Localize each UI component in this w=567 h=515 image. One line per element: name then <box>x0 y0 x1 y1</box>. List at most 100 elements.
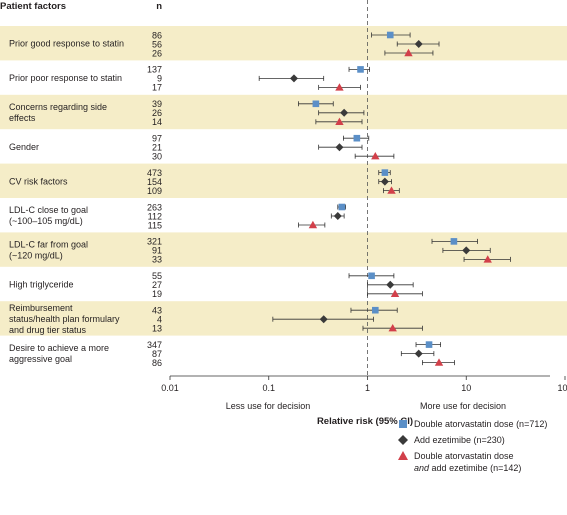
diamond-marker <box>319 315 328 324</box>
square-marker <box>357 66 364 73</box>
n-value: 26 <box>152 48 162 58</box>
factor-label: CV risk factors <box>9 176 68 186</box>
square-marker <box>425 341 433 348</box>
legend-label-combination-suffix: and add ezetimibe (n=142) <box>414 462 563 474</box>
legend-square <box>399 420 407 428</box>
factor-label: LDL-C close to goal <box>9 205 88 215</box>
n-value: 473 <box>147 168 162 178</box>
factor-label: Gender <box>9 142 39 152</box>
n-value: 56 <box>152 39 162 49</box>
legend-label-combination-italic: and <box>414 463 430 473</box>
n-value: 112 <box>148 211 162 221</box>
triangle-marker <box>371 152 380 160</box>
triangle-marker <box>434 358 444 366</box>
n-value: 263 <box>147 202 162 212</box>
square-marker <box>450 238 458 245</box>
n-value: 115 <box>148 220 162 230</box>
n-value: 17 <box>152 83 162 93</box>
legend-triangle <box>398 451 408 460</box>
legend-item-double-dose: Double atorvastatin dose (n=712) <box>398 418 563 430</box>
factor-label: LDL-C far from goal <box>9 240 88 250</box>
n-value: 55 <box>152 271 162 281</box>
x-tick-label: 0.1 <box>262 383 275 393</box>
factor-label: High triglyceride <box>9 280 74 290</box>
legend-label-combination-rest: add ezetimibe (n=142) <box>431 463 522 473</box>
x-tick-label: 0.01 <box>161 383 179 393</box>
x-axis-right-caption: More use for decision <box>420 401 506 411</box>
triangle-marker <box>335 117 344 125</box>
n-value: 13 <box>152 324 162 334</box>
square-marker <box>368 272 375 280</box>
n-value: 14 <box>152 117 162 127</box>
factor-band <box>0 26 567 61</box>
diamond-marker <box>335 143 344 152</box>
n-value: 86 <box>152 358 162 368</box>
n-value: 26 <box>152 108 162 118</box>
diamond-marker-icon <box>398 435 408 445</box>
factor-label: status/health plan formulary <box>9 314 120 324</box>
triangle-marker <box>404 48 413 57</box>
n-value: 43 <box>152 306 162 316</box>
legend-diamond <box>398 435 408 445</box>
factor-label: and drug tier status <box>9 325 87 335</box>
n-value: 154 <box>147 177 162 187</box>
n-value: 321 <box>147 237 162 247</box>
square-marker <box>386 31 394 39</box>
header-patient-factors: Patient factors <box>0 1 66 12</box>
square-marker <box>381 169 389 176</box>
n-value: 9 <box>157 74 162 84</box>
diamond-marker <box>462 246 471 255</box>
diamond-marker <box>386 280 395 289</box>
n-value: 39 <box>152 99 162 109</box>
n-value: 4 <box>157 315 162 325</box>
n-value: 30 <box>152 152 162 162</box>
n-value: 97 <box>152 134 162 144</box>
legend-label-double-dose: Double atorvastatin dose (n=712) <box>414 419 548 429</box>
factor-band <box>0 163 567 198</box>
factor-label: aggressive goal <box>9 354 72 364</box>
diamond-marker <box>289 74 298 83</box>
factor-label: (~120 mg/dL) <box>9 251 63 261</box>
x-axis-title: Relative risk (95% CI) <box>317 416 413 427</box>
triangle-marker <box>335 83 344 91</box>
factor-band <box>0 94 567 130</box>
triangle-marker-icon <box>398 451 408 460</box>
square-marker-icon <box>399 420 407 428</box>
n-value: 347 <box>147 340 162 350</box>
factor-label: Concerns regarding side <box>9 102 107 112</box>
factor-label: Prior poor response to statin <box>9 73 122 83</box>
legend-label-combination-main: Double atorvastatin dose <box>414 451 514 461</box>
n-value: 27 <box>152 280 162 290</box>
triangle-marker <box>387 186 396 194</box>
factor-label: Reimbursement <box>9 303 73 313</box>
triangle-marker <box>483 255 492 263</box>
legend-label-ezetimibe: Add ezetimibe (n=230) <box>414 435 505 445</box>
square-marker <box>338 203 346 211</box>
n-value: 87 <box>152 349 162 359</box>
x-tick-label: 100 <box>557 383 567 393</box>
n-value: 33 <box>152 255 162 265</box>
factor-label: (~100–105 mg/dL) <box>9 216 83 226</box>
diamond-marker <box>414 349 423 358</box>
header-n: n <box>156 1 162 12</box>
square-marker <box>372 306 379 314</box>
factor-label: effects <box>9 113 36 123</box>
n-value: 19 <box>152 289 162 299</box>
diamond-marker <box>333 212 342 220</box>
x-tick-label: 10 <box>461 383 471 393</box>
n-value: 86 <box>152 30 162 40</box>
diamond-marker <box>414 40 423 48</box>
square-marker <box>312 100 320 108</box>
factor-band <box>0 232 567 267</box>
n-value: 137 <box>147 65 162 75</box>
x-tick-label: 1 <box>365 383 370 393</box>
triangle-marker <box>388 324 397 332</box>
n-value: 109 <box>147 186 162 196</box>
x-axis-left-caption: Less use for decision <box>226 401 311 411</box>
legend: Double atorvastatin dose (n=712) Add eze… <box>398 418 563 478</box>
factor-band <box>0 301 567 336</box>
factor-label: Prior good response to statin <box>9 39 124 49</box>
factor-label: Desire to achieve a more <box>9 343 109 353</box>
n-value: 91 <box>152 246 162 256</box>
